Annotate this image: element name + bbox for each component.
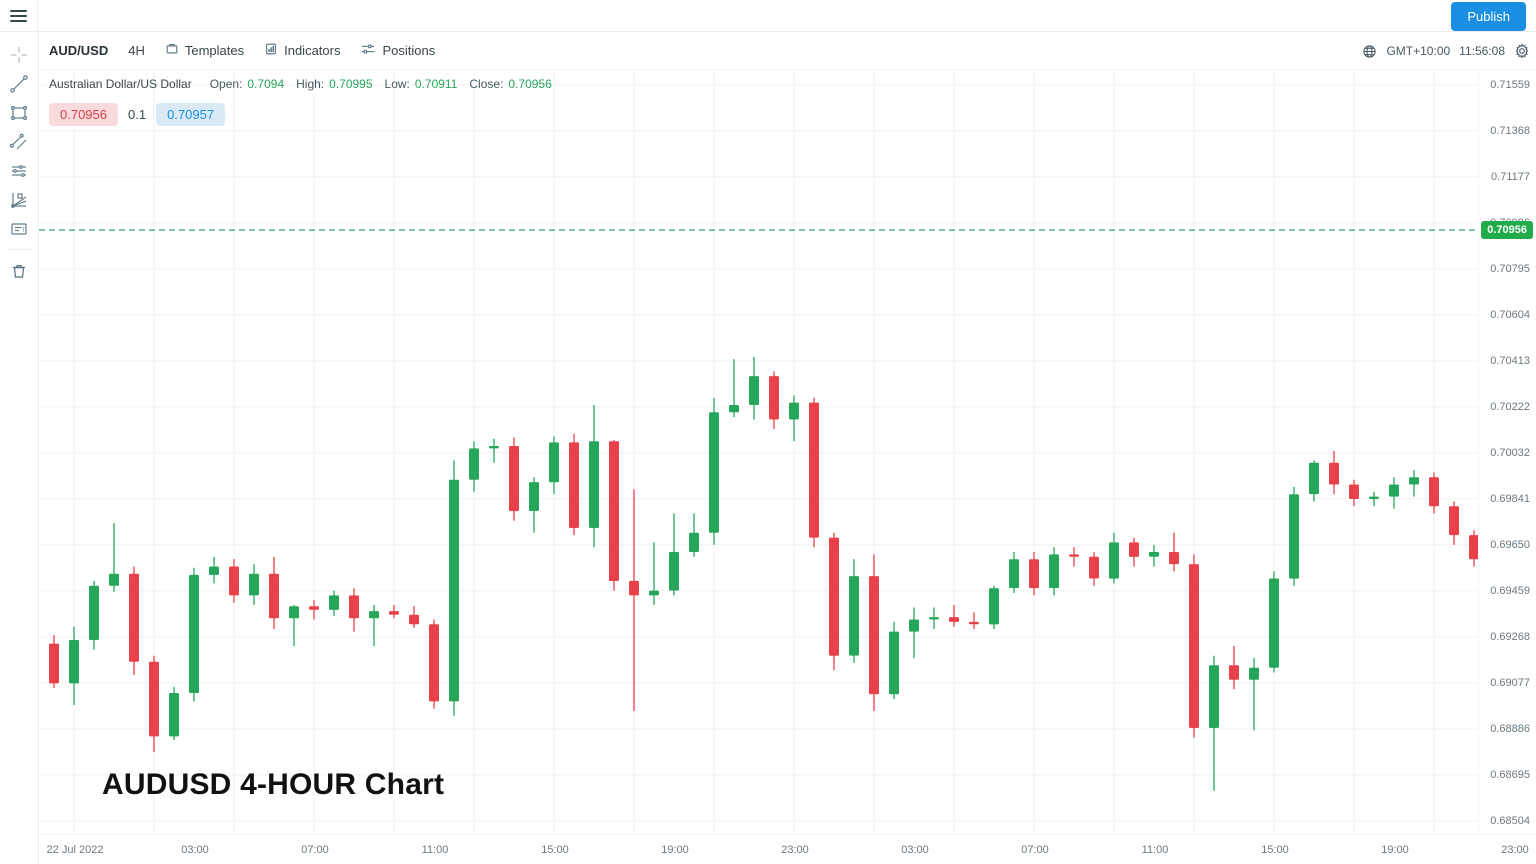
time-tick-label: 07:00 xyxy=(1021,844,1049,856)
current-price-badge[interactable]: 0.70956 xyxy=(1481,221,1533,239)
time-tick-label: 15:00 xyxy=(541,844,569,856)
time-tick-label: 11:00 xyxy=(421,844,449,856)
drawing-tools-rail: T xyxy=(0,32,39,864)
positions-button[interactable]: Positions xyxy=(350,42,445,59)
high-value: 0.70995 xyxy=(329,77,373,91)
ohlc-legend: Australian Dollar/US Dollar Open: 0.7094 … xyxy=(49,75,552,93)
legend-high: High: 0.70995 xyxy=(296,77,372,91)
time-tick-label: 23:00 xyxy=(1501,844,1529,856)
time-tick-label: 07:00 xyxy=(301,844,329,856)
indicators-label: Indicators xyxy=(284,43,341,58)
price-tick-label: 0.70032 xyxy=(1490,446,1530,459)
trend-line-icon[interactable] xyxy=(0,69,38,98)
timezone-label[interactable]: GMT+10:00 xyxy=(1386,44,1451,58)
legend-low: Low: 0.70911 xyxy=(385,77,458,91)
gear-icon[interactable] xyxy=(1514,43,1530,59)
fib-fan-icon[interactable] xyxy=(0,185,38,214)
hamburger-icon[interactable] xyxy=(0,0,38,32)
timeframe-selector[interactable]: 4H xyxy=(128,43,145,58)
price-tick-label: 0.71368 xyxy=(1490,124,1530,137)
price-tick-label: 0.68886 xyxy=(1490,722,1530,735)
open-label: Open: xyxy=(209,77,243,91)
price-axis[interactable]: 0.715590.713680.711770.709860.707950.706… xyxy=(1478,70,1536,834)
bid-button[interactable]: 0.70956 xyxy=(49,103,118,126)
chart-watermark: AUDUSD 4-HOUR Chart xyxy=(102,768,445,801)
ask-button[interactable]: 0.70957 xyxy=(156,103,226,126)
templates-label: Templates xyxy=(184,43,245,58)
price-tick-label: 0.69650 xyxy=(1490,538,1530,551)
price-tick-label: 0.70222 xyxy=(1490,400,1530,413)
chart-header: AUD/USD 4H Templates Indicators Positio xyxy=(39,32,1536,70)
rail-divider xyxy=(6,249,32,250)
spread-value: 0.1 xyxy=(128,107,147,122)
text-annotation-icon[interactable]: T xyxy=(0,214,38,243)
clock-label: 11:56:08 xyxy=(1459,44,1505,58)
svg-text:T: T xyxy=(21,228,25,234)
quote-widget: 0.70956 0.1 0.70957 xyxy=(49,103,226,126)
indicators-icon xyxy=(264,42,278,59)
legend-close: Close: 0.70956 xyxy=(469,77,551,91)
close-label: Close: xyxy=(469,77,504,91)
crosshair-icon[interactable] xyxy=(0,40,38,69)
close-value: 0.70956 xyxy=(508,77,552,91)
price-tick-label: 0.70795 xyxy=(1490,262,1530,275)
price-tick-label: 0.71559 xyxy=(1490,78,1530,91)
templates-button[interactable]: Templates xyxy=(155,42,254,59)
low-label: Low: xyxy=(384,77,410,91)
positions-icon xyxy=(360,42,376,59)
parallel-channel-icon[interactable] xyxy=(0,127,38,156)
chart-gridlines xyxy=(39,70,1478,834)
positions-label: Positions xyxy=(382,43,436,58)
time-tick-label: 23:00 xyxy=(781,844,809,856)
horizontal-rays-icon[interactable] xyxy=(0,156,38,185)
time-tick-label: 19:00 xyxy=(1381,844,1409,856)
globe-icon[interactable] xyxy=(1362,44,1377,59)
time-tick-label: 11:00 xyxy=(1141,844,1169,856)
templates-icon xyxy=(165,42,179,59)
top-bar: Publish xyxy=(0,0,1536,32)
publish-button[interactable]: Publish xyxy=(1451,2,1526,31)
time-tick-label: 15:00 xyxy=(1261,844,1289,856)
price-tick-label: 0.69077 xyxy=(1490,676,1530,689)
high-label: High: xyxy=(296,77,325,91)
time-tick-label: 03:00 xyxy=(901,844,929,856)
chart-plot-area[interactable] xyxy=(39,70,1478,834)
symbol-selector[interactable]: AUD/USD xyxy=(49,43,109,58)
price-tick-label: 0.69268 xyxy=(1490,630,1530,643)
time-tick-label: 19:00 xyxy=(661,844,689,856)
price-tick-label: 0.71177 xyxy=(1491,170,1530,183)
indicators-button[interactable]: Indicators xyxy=(254,42,350,59)
instrument-name: Australian Dollar/US Dollar xyxy=(49,77,192,91)
price-tick-label: 0.68695 xyxy=(1490,769,1530,781)
time-axis[interactable]: 22 Jul 2022 03:00 07:00 11:00 15:00 19:00 23:0… xyxy=(39,834,1536,864)
time-tick-label: 03:00 xyxy=(181,844,209,856)
price-tick-label: 0.69459 xyxy=(1490,584,1530,597)
time-tick-label: 22 Jul 2022 xyxy=(46,844,104,856)
candlestick-series xyxy=(39,229,1478,791)
low-value: 0.70911 xyxy=(414,77,458,91)
rectangle-icon[interactable] xyxy=(0,98,38,127)
chart-header-right: GMT+10:00 11:56:08 xyxy=(1362,32,1530,70)
legend-open: Open: 0.7094 xyxy=(210,77,284,91)
trash-icon[interactable] xyxy=(0,256,38,285)
price-tick-label: 0.68504 xyxy=(1490,815,1530,827)
price-tick-label: 0.69841 xyxy=(1490,492,1530,505)
open-value: 0.7094 xyxy=(247,77,285,91)
price-tick-label: 0.70413 xyxy=(1490,354,1530,367)
price-tick-label: 0.70604 xyxy=(1490,308,1530,321)
